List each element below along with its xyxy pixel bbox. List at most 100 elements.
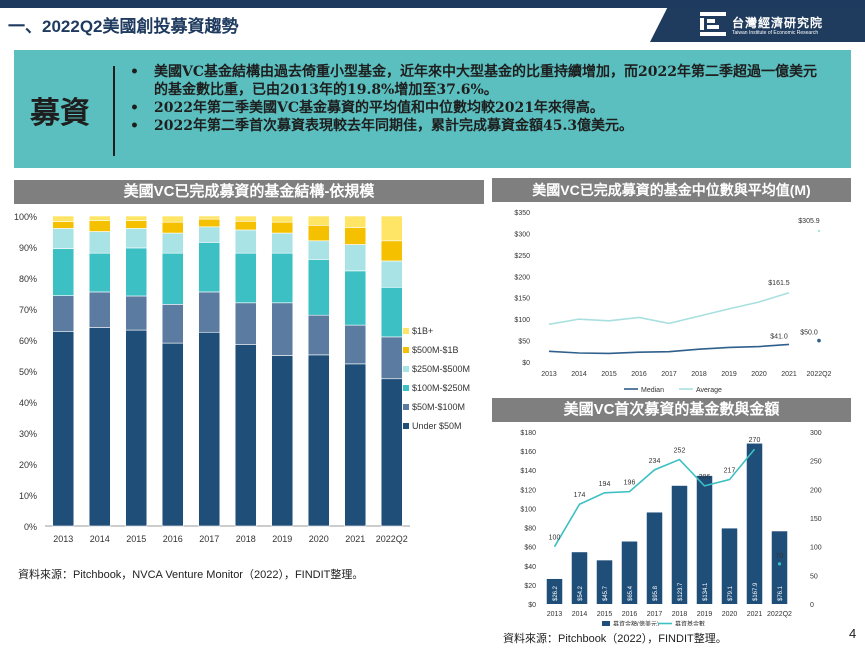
- bar: [746, 443, 763, 604]
- y2-tick-label: 0: [810, 602, 814, 609]
- right-bottom-panel-title: 美國VC首次募資的基金數與金額: [492, 398, 851, 422]
- y-tick-label: $0: [522, 360, 530, 367]
- stacked-bar-segment: [344, 215, 367, 228]
- x-tick-label: 2016: [622, 611, 638, 618]
- bar: [546, 578, 563, 604]
- stacked-bar-segment: [52, 248, 75, 296]
- stacked-bar-segment: [52, 215, 75, 222]
- x-tick-label: 2022Q2: [767, 611, 792, 618]
- stacked-bar-segment: [271, 355, 294, 527]
- y-tick-label: 80%: [19, 274, 37, 284]
- summary-box: [14, 50, 851, 168]
- stacked-bar-segment: [271, 221, 294, 234]
- y-tick-label: 0%: [24, 522, 37, 532]
- x-tick-label: 2021: [781, 371, 797, 378]
- y-tick-label: $100: [520, 506, 536, 513]
- bar: [621, 541, 638, 604]
- y-tick-label: 70%: [19, 305, 37, 315]
- legend-swatch: [403, 366, 409, 372]
- summary-bullets: • 美國VC基金結構由過去倚重小型基金，近年來中大型基金的比重持續增加，而2022…: [130, 63, 830, 135]
- bar: [721, 528, 738, 604]
- stacked-bar-segment: [52, 331, 75, 527]
- bar-value-label: $79.1: [728, 585, 734, 601]
- y-tick-label: $350: [514, 210, 530, 217]
- x-tick-label: 2013: [541, 371, 557, 378]
- stacked-bar-segment: [307, 240, 330, 260]
- y-tick-label: $40: [524, 564, 536, 571]
- stacked-bar-segment: [198, 215, 221, 220]
- data-label: $41.0: [770, 333, 788, 340]
- stacked-bar-segment: [307, 259, 330, 316]
- summary-divider: [113, 66, 115, 156]
- stacked-bar-segment: [344, 363, 367, 527]
- legend-label: 募資金額(億美元): [613, 620, 659, 626]
- y-tick-label: 50%: [19, 367, 37, 377]
- stacked-bar-segment: [125, 215, 148, 221]
- legend-swatch: [602, 621, 610, 626]
- x-tick-label: 2015: [597, 611, 613, 618]
- stacked-bar-segment: [198, 226, 221, 243]
- stacked-bar-segment: [307, 354, 330, 527]
- summary-label: 募資: [30, 96, 90, 131]
- x-tick-label: 2018: [691, 371, 707, 378]
- stacked-bar-segment: [234, 229, 257, 254]
- y2-tick-label: 100: [810, 545, 822, 552]
- x-tick-label: 2014: [90, 534, 110, 544]
- stacked-bar-segment: [380, 215, 403, 242]
- legend-label: $50M-$100M: [412, 402, 465, 412]
- summary-bullet: • 美國VC基金結構由過去倚重小型基金，近年來中大型基金的比重持續增加，而2022…: [130, 63, 830, 99]
- header: 一、2022Q2美國創投募資趨勢: [0, 8, 865, 42]
- tier-logo-icon: [700, 12, 726, 36]
- x-tick-label: 2020: [722, 611, 738, 618]
- bar: [771, 531, 788, 604]
- stacked-bar-segment: [380, 378, 403, 527]
- y2-tick-label: 50: [810, 573, 818, 580]
- stacked-bar-segment: [344, 244, 367, 272]
- y-tick-label: 20%: [19, 460, 37, 470]
- data-point: [817, 229, 821, 233]
- legend-label: $250M-$500M: [412, 364, 470, 374]
- summary-bullet: • 2022年第二季首次募資表現較去年同期佳，累計完成募資金額45.3億美元。: [130, 118, 634, 134]
- bar-value-label: $65.4: [628, 585, 634, 601]
- data-label: $161.5: [768, 280, 790, 287]
- x-tick-label: 2020: [751, 371, 767, 378]
- legend-swatch: [403, 328, 409, 334]
- x-tick-label: 2017: [661, 371, 677, 378]
- stacked-bar-segment: [88, 215, 111, 221]
- bar: [646, 512, 663, 604]
- y-tick-label: $300: [514, 231, 530, 238]
- y2-tick-label: 250: [810, 459, 822, 466]
- y-tick-label: $80: [524, 526, 536, 533]
- y-tick-label: $150: [514, 296, 530, 303]
- stacked-bar-segment: [198, 218, 221, 228]
- logo-banner: [650, 8, 865, 42]
- line-value-label: 194: [599, 481, 611, 488]
- x-tick-label: 2018: [672, 611, 688, 618]
- x-tick-label: 2020: [309, 534, 329, 544]
- x-tick-label: 2022Q2: [807, 371, 832, 378]
- stacked-bar-segment: [307, 314, 330, 356]
- stacked-bar-segment: [161, 252, 184, 305]
- legend-swatch: [403, 385, 409, 391]
- series-line: [553, 448, 756, 548]
- bar-value-label: $123.7: [678, 582, 684, 601]
- bar-value-label: $134.1: [703, 582, 709, 601]
- legend-label: Median: [641, 387, 664, 394]
- stacked-bar-segment: [88, 291, 111, 328]
- stacked-bar-segment: [198, 291, 221, 333]
- y-tick-label: $100: [514, 317, 530, 324]
- data-label: $50.0: [800, 330, 818, 337]
- y-tick-label: $20: [524, 583, 536, 590]
- y-tick-label: $200: [514, 274, 530, 281]
- right-source-note: 資料來源：Pitchbook（2022），FINDIT整理。: [503, 633, 727, 645]
- y-tick-label: 60%: [19, 336, 37, 346]
- y-tick-label: $140: [520, 468, 536, 475]
- legend-label: $1B+: [412, 326, 433, 336]
- stacked-bar-segment: [52, 221, 75, 229]
- stacked-bar-segment: [234, 252, 257, 304]
- stacked-bar-segment: [380, 287, 403, 338]
- stacked-bar-segment: [271, 302, 294, 356]
- stacked-bar-segment: [198, 331, 221, 527]
- stacked-bar-segment: [125, 295, 148, 331]
- legend-swatch: [403, 423, 409, 429]
